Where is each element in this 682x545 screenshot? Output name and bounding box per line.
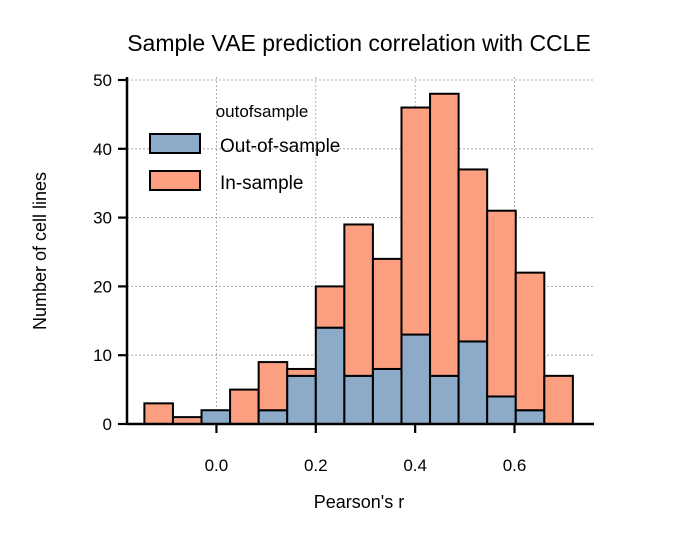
bar-in-sample <box>371 257 403 370</box>
bar-out-of-sample <box>400 333 432 425</box>
bar-in-sample <box>257 361 289 412</box>
y-ticks: 0 10 20 30 40 50 <box>93 71 127 434</box>
bar-in-sample <box>343 223 374 377</box>
legend-title: outofsample <box>216 102 309 121</box>
bar-in-sample <box>486 209 517 398</box>
bar-out-of-sample <box>343 374 374 425</box>
bar-out-of-sample <box>200 409 232 425</box>
bars <box>143 92 574 426</box>
y-tick-label: 0 <box>103 415 112 434</box>
bar-out-of-sample <box>371 367 403 425</box>
bar-in-sample <box>229 388 260 426</box>
legend: outofsample Out-of-sample In-sample <box>149 102 340 194</box>
legend-label-in-sample: In-sample <box>220 173 303 194</box>
bar-out-of-sample <box>286 374 317 425</box>
x-axis-label: Pearson's r <box>314 492 404 512</box>
bar-out-of-sample <box>429 374 460 425</box>
bar-in-sample <box>286 367 317 377</box>
x-ticks: 0.0 0.2 0.4 0.6 <box>205 424 527 475</box>
x-tick-label: 0.6 <box>503 456 527 475</box>
axes <box>125 77 594 426</box>
bar-in-sample <box>457 168 489 343</box>
bar-in-sample <box>143 402 174 425</box>
bar-out-of-sample <box>257 409 289 425</box>
x-tick-label: 0.2 <box>304 456 328 475</box>
legend-label-out-of-sample: Out-of-sample <box>220 136 340 157</box>
legend-swatch-in-sample <box>149 170 201 191</box>
bar-in-sample <box>400 106 432 336</box>
bar-out-of-sample <box>514 409 546 425</box>
bar-out-of-sample <box>314 326 346 425</box>
bar-in-sample <box>314 285 346 329</box>
bar-in-sample <box>429 92 460 377</box>
y-axis-label: Number of cell lines <box>30 172 50 330</box>
x-tick-label: 0.0 <box>205 456 229 475</box>
chart-title: Sample VAE prediction correlation with C… <box>127 30 591 56</box>
y-tick-label: 40 <box>93 140 112 159</box>
y-tick-label: 10 <box>93 346 112 365</box>
y-tick-label: 20 <box>93 277 112 296</box>
y-tick-label: 50 <box>93 71 112 90</box>
bar-in-sample <box>514 271 546 412</box>
legend-swatch-out-of-sample <box>149 133 201 154</box>
bar-out-of-sample <box>457 340 489 425</box>
y-tick-label: 30 <box>93 209 112 228</box>
bar-in-sample <box>543 374 574 425</box>
x-tick-label: 0.4 <box>403 456 427 475</box>
bar-out-of-sample <box>486 395 517 426</box>
